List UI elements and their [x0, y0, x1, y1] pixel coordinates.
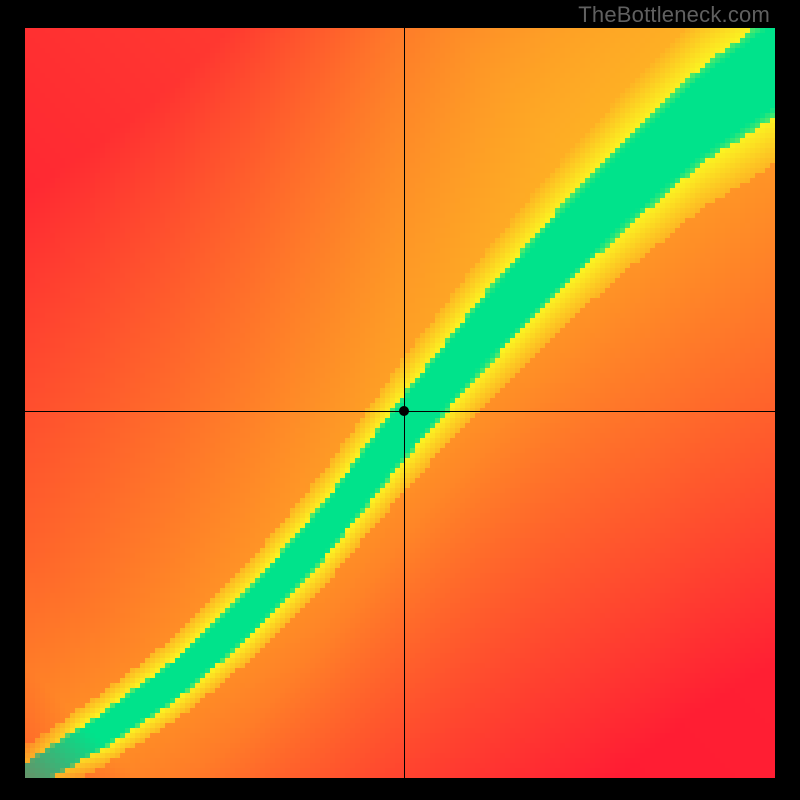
watermark-text: TheBottleneck.com: [578, 2, 770, 28]
bottleneck-heatmap: [25, 28, 775, 778]
selected-point-marker: [399, 406, 409, 416]
chart-container: TheBottleneck.com: [0, 0, 800, 800]
plot-area: [25, 28, 775, 778]
crosshair-vertical: [404, 28, 405, 778]
